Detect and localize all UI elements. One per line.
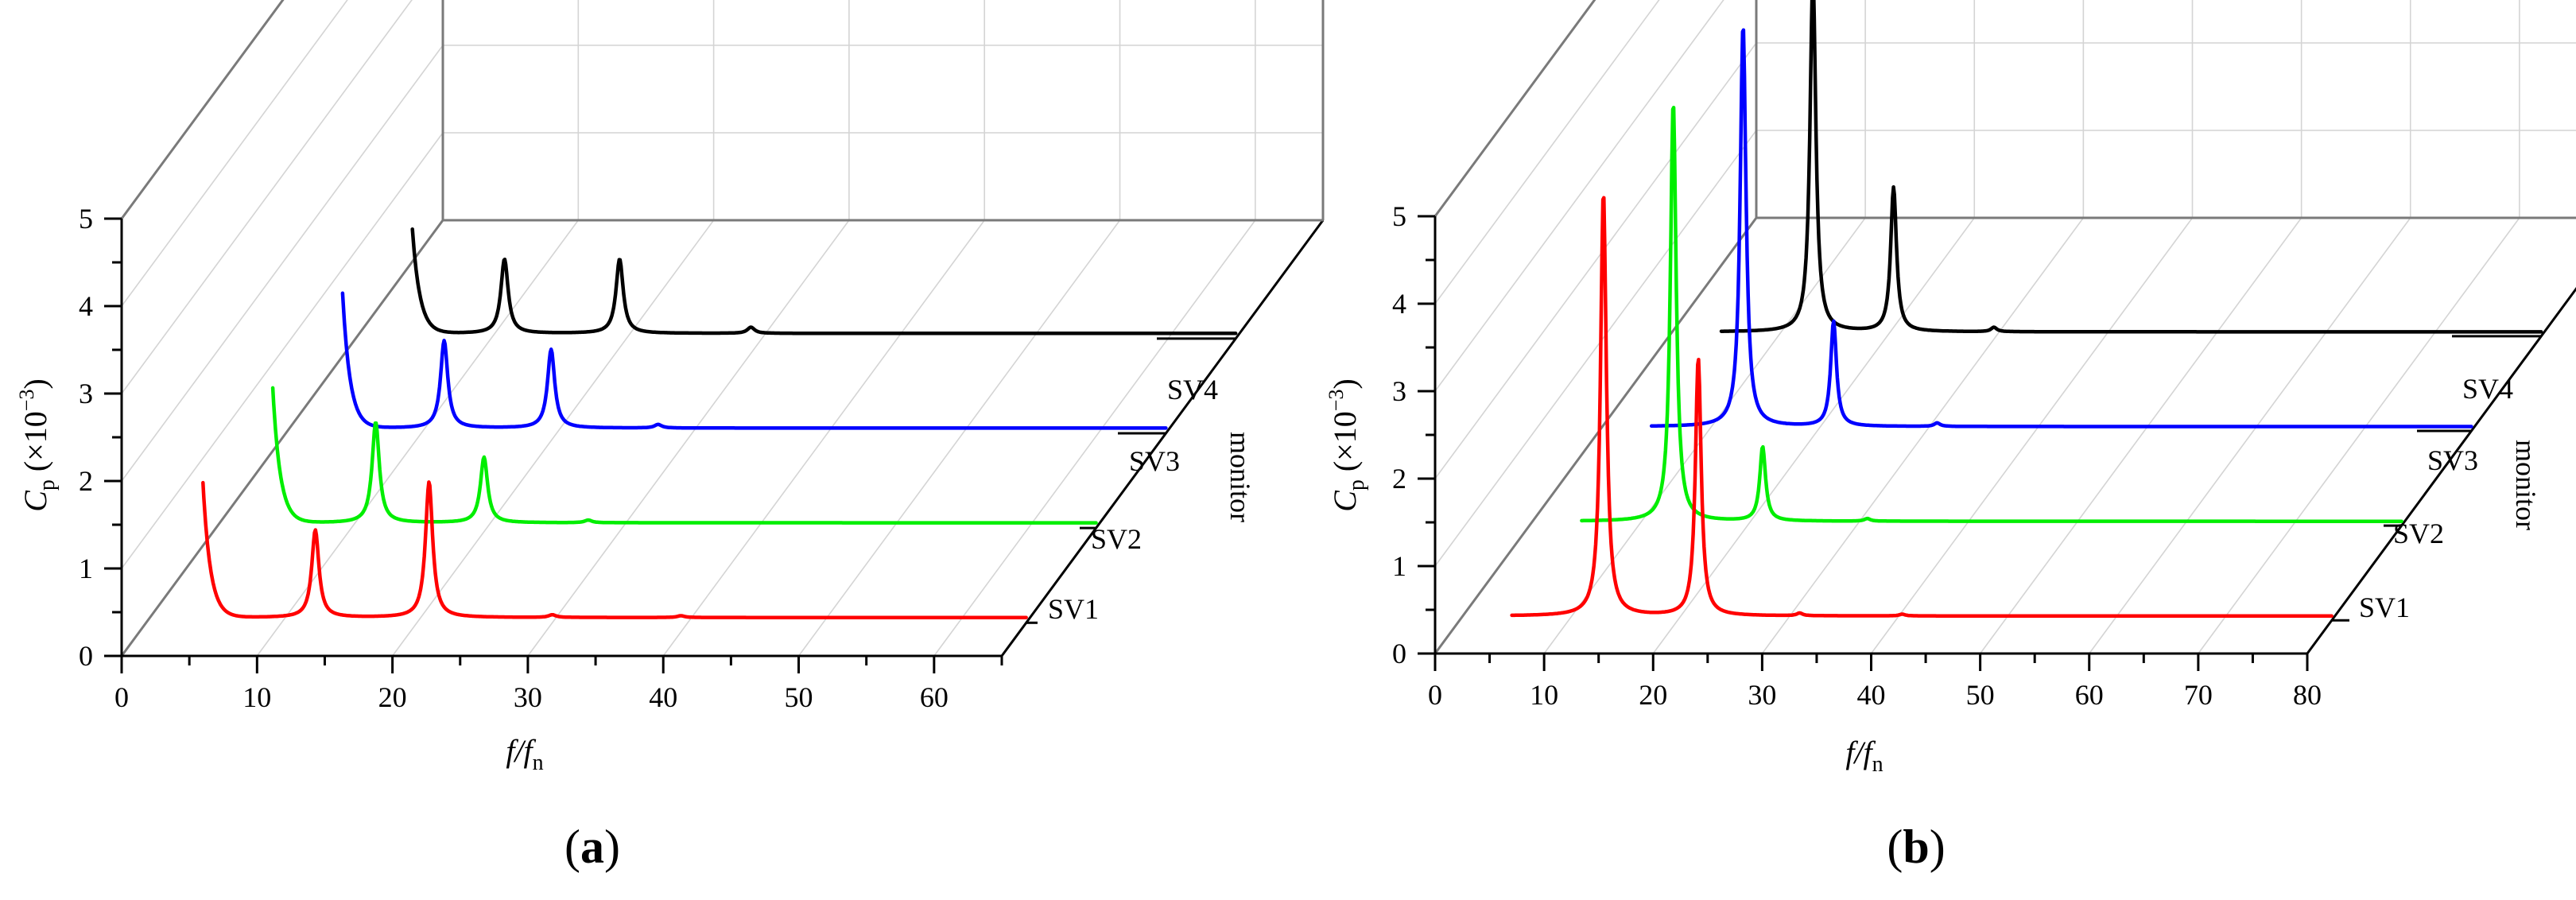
x-tick-label: 10 [1530,679,1558,711]
floor-grid [1761,217,2085,654]
side-wall-hgrid [121,0,348,307]
floor-grid [391,219,715,657]
floor-grid [1543,217,1866,654]
floor-grid [2306,288,2576,654]
side-wall-hgrid [1434,42,1757,479]
grid [121,0,1323,657]
side-wall-hgrid [1434,0,1660,305]
x-axis-title: f/fn [506,733,543,775]
y-axis-title: Cp (×10−3) [1325,378,1369,512]
y-tick-label: 5 [1392,200,1406,232]
floor-grid [662,219,985,657]
y-axis-title: Cp (×10−3) [15,378,60,512]
depth-axis [1000,219,1325,657]
y-axis: 0 1 2 3 4 5 Cp (×10−3) [1325,200,1437,669]
frame [1433,0,2576,654]
series-sv2 [1580,106,2403,523]
y-tick-label: 0 [1392,638,1406,669]
y-tick-label: 1 [1392,550,1406,582]
x-tick-label: 0 [114,681,129,713]
x-axis: 0 10 20 30 40 50 60 f/fn [114,654,1003,775]
x-tick-label: 30 [514,681,542,713]
y-tick-label: 4 [1392,288,1406,320]
series-sv3 [340,291,1168,430]
back-frame [1756,0,2576,218]
series-sv1 [1510,196,2334,619]
x-tick-label: 50 [785,681,813,713]
monitor-label-sv4: SV4 [1167,374,1218,405]
x-tick-label: 60 [2075,679,2104,711]
y-tick-label: 3 [1392,375,1406,407]
side-wall-hgrid [1434,130,1757,567]
top-side-edge [1433,0,1596,217]
y-tick-label: 1 [79,553,93,584]
side-wall-hgrid [121,45,444,482]
floor-grid [2198,217,2520,654]
y-axis: 0 1 2 3 4 5 Cp (×10−3) [15,203,123,672]
back-frame [1321,0,1325,220]
y-tick-label: 5 [79,203,93,235]
monitor-label-sv1: SV1 [2359,592,2410,623]
monitor-label-sv2: SV2 [1091,523,1142,555]
depth-axis [2306,286,2576,654]
series-sv4 [410,227,1238,336]
series-sv4 [1719,0,2543,334]
floor-side-edge [120,219,444,657]
side-wall-hgrid [1434,0,1724,392]
y-tick-label: 3 [79,378,93,409]
monitor-label-sv4: SV4 [2462,373,2513,405]
floor-grid [1979,217,2302,654]
x-tick-label: 20 [378,681,407,713]
monitor-label-sv1: SV1 [1048,593,1099,625]
series-group [201,227,1238,619]
series-group [1510,0,2543,619]
x-tick-label: 70 [2184,679,2213,711]
side-wall-hgrid [121,0,284,219]
side-wall-hgrid [121,132,444,569]
panel-b: 0 10 20 30 40 50 60 70 80 f/fn 0 1 2 3 4 5 Cp (×10−3) SV1… [1325,0,2576,873]
frame [120,0,1325,657]
floor-grid [933,219,1256,657]
x-tick-label: 80 [2293,679,2322,711]
x-tick-label: 10 [242,681,271,713]
x-axis: 0 10 20 30 40 50 60 70 80 f/fn [1428,652,2322,777]
x-tick-label: 60 [920,681,949,713]
x-axis-title: f/fn [1845,735,1883,777]
panel-label: (b) [1887,820,1945,873]
y-tick-label: 4 [79,290,93,322]
side-wall-hgrid [121,0,413,394]
x-tick-label: 40 [1857,679,1886,711]
x-tick-label: 40 [649,681,677,713]
monitor-axis-title: monitor [2510,440,2542,530]
top-side-edge [120,0,285,219]
panel-label: (a) [564,820,620,873]
monitor-label-sv3: SV3 [2427,444,2478,476]
x-tick-label: 50 [1966,679,1995,711]
x-tick-label: 20 [1639,679,1667,711]
floor-grid [1870,217,2194,654]
floor-grid [2089,217,2411,654]
y-tick-label: 2 [79,465,93,497]
series-sv1 [201,480,1028,619]
x-tick-label: 30 [1748,679,1776,711]
series-sv3 [1649,28,2473,429]
floor-grid [527,219,850,657]
series-sv2 [270,386,1098,525]
y-tick-label: 0 [79,640,93,672]
monitor-label-sv3: SV3 [1129,445,1180,477]
x-tick-label: 0 [1428,679,1442,711]
floor-side-edge [1433,217,1758,654]
y-tick-label: 2 [1392,463,1406,495]
floor-grid [797,219,1121,657]
monitor-axis-title: monitor [1224,432,1256,522]
